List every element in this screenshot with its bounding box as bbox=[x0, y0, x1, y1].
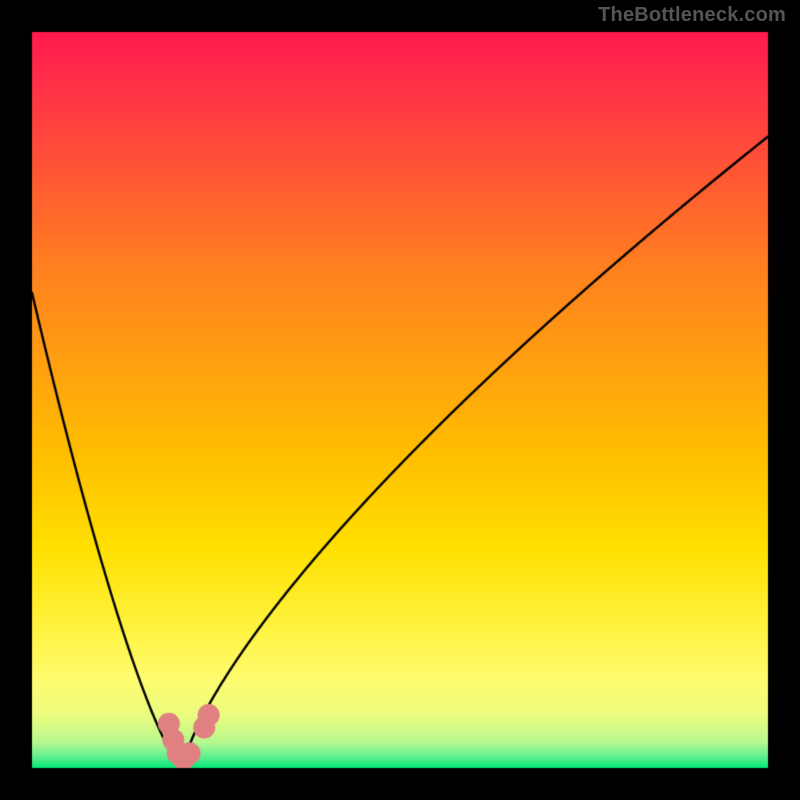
bottleneck-chart-canvas bbox=[0, 0, 800, 800]
chart-stage: TheBottleneck.com bbox=[0, 0, 800, 800]
watermark-text: TheBottleneck.com bbox=[598, 4, 786, 27]
